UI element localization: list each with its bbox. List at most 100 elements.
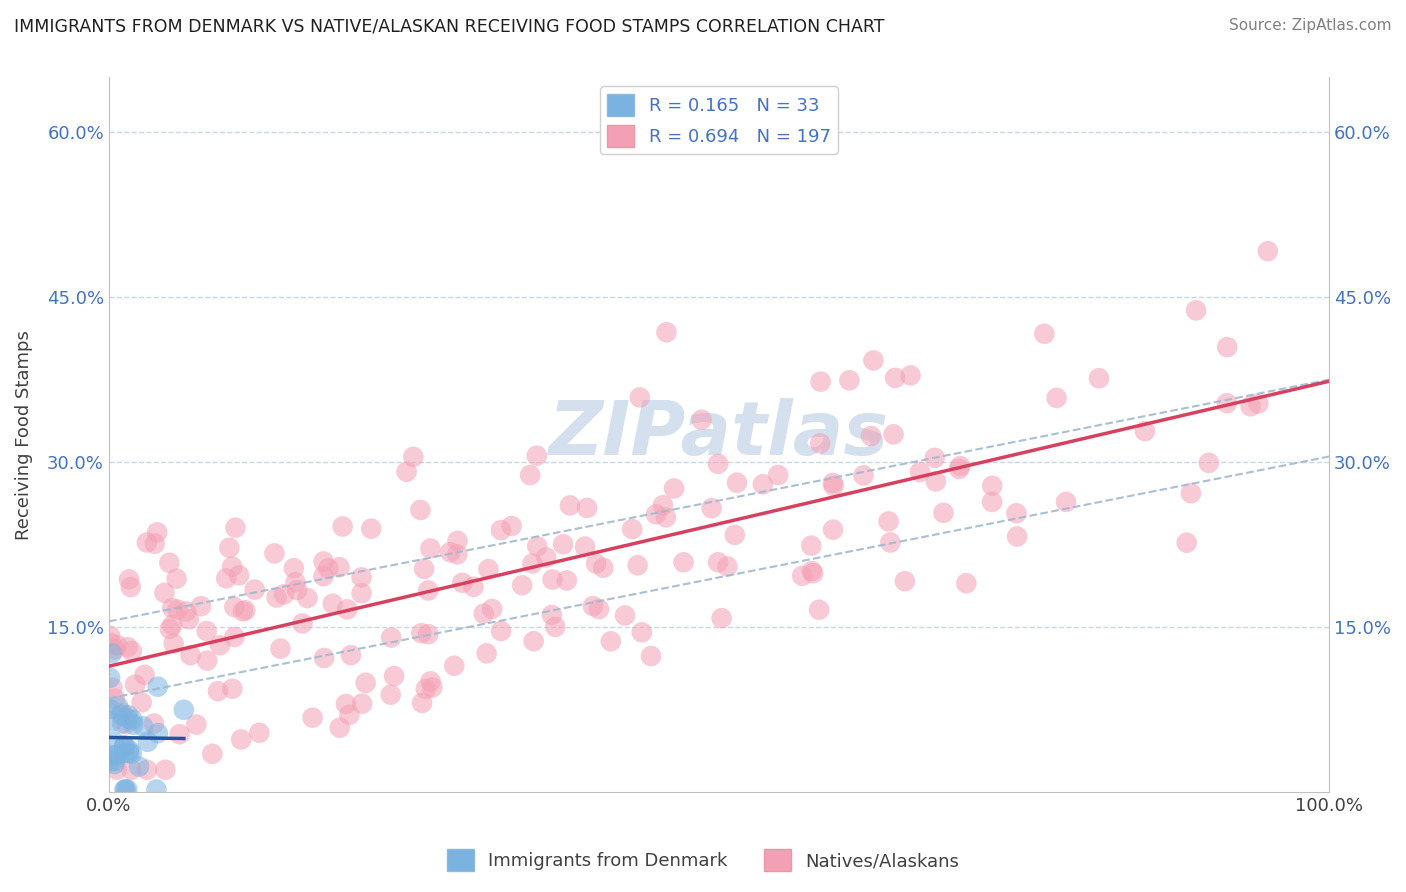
Point: [1239, 399, 1261, 413]
Point: [352, 697, 374, 711]
Point: [558, 499, 581, 513]
Point: [908, 465, 931, 479]
Point: [100, 748, 122, 763]
Point: [350, 586, 373, 600]
Point: [380, 688, 402, 702]
Point: [117, 712, 139, 726]
Point: [208, 638, 231, 652]
Point: [228, 568, 250, 582]
Point: [725, 475, 748, 490]
Point: [103, 642, 125, 657]
Point: [201, 747, 224, 761]
Point: [925, 475, 948, 489]
Point: [949, 458, 972, 473]
Point: [218, 541, 240, 555]
Point: [105, 763, 128, 777]
Point: [544, 620, 567, 634]
Point: [312, 554, 335, 568]
Point: [336, 602, 359, 616]
Point: [541, 607, 564, 622]
Point: [948, 462, 970, 476]
Point: [443, 658, 465, 673]
Point: [884, 371, 907, 385]
Point: [1033, 326, 1056, 341]
Point: [335, 697, 357, 711]
Point: [104, 691, 127, 706]
Point: [541, 573, 564, 587]
Point: [195, 624, 218, 638]
Point: [576, 500, 599, 515]
Point: [350, 570, 373, 584]
Point: [143, 536, 166, 550]
Point: [337, 707, 360, 722]
Point: [894, 574, 917, 589]
Point: [107, 699, 129, 714]
Point: [707, 555, 730, 569]
Point: [1133, 424, 1156, 438]
Point: [340, 648, 363, 662]
Point: [380, 631, 402, 645]
Point: [924, 450, 946, 465]
Point: [413, 562, 436, 576]
Point: [153, 586, 176, 600]
Point: [627, 558, 650, 573]
Point: [1088, 371, 1111, 385]
Point: [823, 479, 845, 493]
Point: [231, 732, 253, 747]
Point: [105, 638, 128, 652]
Point: [526, 539, 548, 553]
Point: [501, 519, 523, 533]
Point: [800, 564, 823, 578]
Point: [1247, 396, 1270, 410]
Point: [104, 754, 127, 768]
Point: [621, 522, 644, 536]
Point: [169, 727, 191, 741]
Point: [266, 591, 288, 605]
Point: [247, 726, 270, 740]
Point: [179, 648, 201, 663]
Point: [662, 482, 685, 496]
Point: [136, 763, 159, 777]
Point: [291, 616, 314, 631]
Point: [360, 522, 382, 536]
Point: [792, 569, 814, 583]
Point: [631, 625, 654, 640]
Point: [221, 681, 243, 696]
Point: [136, 735, 159, 749]
Point: [155, 763, 177, 777]
Point: [322, 597, 344, 611]
Point: [821, 523, 844, 537]
Point: [117, 782, 139, 797]
Point: [439, 545, 461, 559]
Point: [112, 738, 135, 752]
Point: [411, 626, 433, 640]
Point: [207, 684, 229, 698]
Point: [114, 782, 136, 797]
Point: [269, 641, 291, 656]
Point: [124, 678, 146, 692]
Point: [475, 646, 498, 660]
Point: [523, 634, 546, 648]
Point: [415, 681, 437, 696]
Point: [852, 468, 875, 483]
Point: [354, 676, 377, 690]
Legend: R = 0.165   N = 33, R = 0.694   N = 197: R = 0.165 N = 33, R = 0.694 N = 197: [600, 87, 838, 154]
Point: [628, 391, 651, 405]
Point: [1216, 396, 1239, 410]
Point: [224, 599, 246, 614]
Text: Source: ZipAtlas.com: Source: ZipAtlas.com: [1229, 18, 1392, 33]
Point: [1175, 535, 1198, 549]
Point: [195, 654, 218, 668]
Point: [418, 627, 440, 641]
Point: [808, 436, 831, 450]
Point: [101, 646, 124, 660]
Point: [173, 703, 195, 717]
Point: [297, 591, 319, 606]
Point: [146, 680, 169, 694]
Point: [186, 717, 208, 731]
Point: [655, 510, 678, 524]
Point: [131, 696, 153, 710]
Point: [446, 547, 468, 561]
Point: [110, 707, 132, 722]
Point: [243, 582, 266, 597]
